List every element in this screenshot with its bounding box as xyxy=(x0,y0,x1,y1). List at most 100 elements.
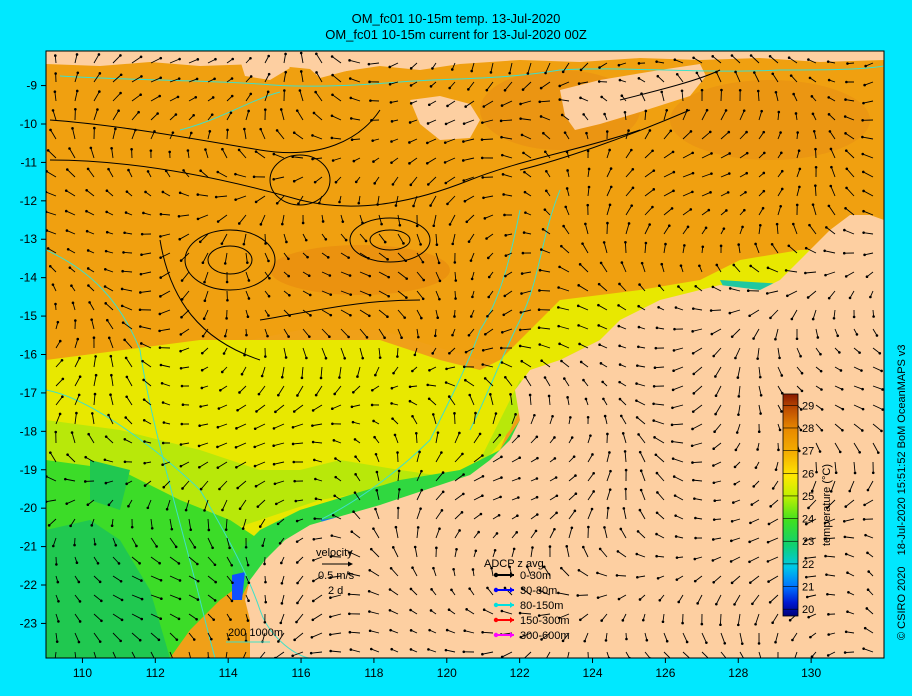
current-arrow-head xyxy=(249,92,253,96)
current-arrow-head xyxy=(637,345,640,349)
current-arrow-head xyxy=(799,428,803,432)
current-arrow xyxy=(600,262,608,273)
current-arrow-head xyxy=(420,316,423,320)
current-arrow-head xyxy=(635,382,638,385)
current-arrow xyxy=(207,58,216,64)
current-arrow xyxy=(619,398,627,406)
current-arrow-head xyxy=(561,70,565,74)
current-arrow xyxy=(549,495,558,501)
current-arrow-head xyxy=(295,620,298,624)
current-arrow-head xyxy=(51,283,55,286)
current-arrow-head xyxy=(693,497,696,500)
current-arrow-head xyxy=(606,221,609,225)
current-arrow xyxy=(226,129,228,140)
current-arrow xyxy=(315,385,323,396)
current-arrow xyxy=(808,613,817,618)
current-arrow-head xyxy=(677,285,680,288)
current-arrow-head xyxy=(277,393,280,397)
current-arrow-head xyxy=(767,522,771,526)
current-arrow xyxy=(334,385,342,395)
y-tick-label: -11 xyxy=(21,155,38,169)
current-arrow-head xyxy=(411,414,414,418)
current-arrow-head xyxy=(462,179,466,182)
adcp-legend-arrowhead xyxy=(510,572,514,578)
current-arrow xyxy=(501,136,513,140)
current-arrow-head xyxy=(531,546,534,549)
current-arrow-head xyxy=(214,195,218,199)
current-arrow xyxy=(350,97,361,102)
current-arrow-head xyxy=(119,639,122,643)
current-arrow xyxy=(410,176,418,186)
current-arrow-head xyxy=(779,131,782,134)
current-arrow-head xyxy=(759,412,762,415)
current-arrow xyxy=(805,271,817,274)
current-arrow-head xyxy=(445,367,448,371)
current-arrow-head xyxy=(654,346,658,350)
current-arrow xyxy=(863,232,874,235)
current-arrow xyxy=(834,423,843,431)
current-arrow xyxy=(561,114,570,121)
current-arrow-head xyxy=(64,209,68,213)
current-arrow-head xyxy=(87,284,90,287)
current-arrow-head xyxy=(246,315,250,318)
current-arrow xyxy=(375,454,380,463)
current-arrow xyxy=(539,344,551,349)
current-arrow-head xyxy=(619,414,623,418)
current-arrow xyxy=(463,157,475,161)
current-arrow xyxy=(395,195,399,206)
current-arrow-head xyxy=(756,357,759,360)
current-arrow-head xyxy=(293,638,296,642)
current-arrow xyxy=(320,366,323,378)
current-arrow xyxy=(312,404,323,411)
current-arrow-head xyxy=(482,105,486,108)
current-arrow xyxy=(264,55,270,64)
current-arrow xyxy=(808,59,817,64)
current-arrow xyxy=(311,651,323,654)
current-arrow xyxy=(188,575,199,582)
current-arrow-head xyxy=(599,362,603,365)
current-arrow-head xyxy=(553,457,557,460)
current-arrow xyxy=(74,413,77,425)
current-arrow xyxy=(549,529,555,539)
current-arrow-head xyxy=(861,135,864,139)
current-arrow xyxy=(413,195,418,207)
current-arrow-head xyxy=(664,242,667,246)
current-arrow xyxy=(74,632,80,643)
current-arrow-head xyxy=(373,435,376,439)
current-arrow-head xyxy=(349,96,353,100)
current-arrow-head xyxy=(823,249,826,253)
current-arrow-head xyxy=(241,527,245,530)
current-arrow-head xyxy=(695,71,699,75)
current-arrow-head xyxy=(709,191,712,194)
current-arrow-head xyxy=(86,249,90,252)
current-arrow-head xyxy=(56,320,60,324)
current-arrow-head xyxy=(140,617,144,621)
current-arrow xyxy=(565,206,570,216)
current-arrow-head xyxy=(693,579,697,583)
current-arrow-head xyxy=(558,84,562,88)
current-arrow-head xyxy=(589,434,592,437)
current-arrow-head xyxy=(444,381,448,384)
current-arrow-head xyxy=(658,284,661,287)
current-arrow xyxy=(530,547,533,558)
current-arrow-head xyxy=(367,62,371,66)
current-arrow xyxy=(372,385,380,391)
colorbar-scale xyxy=(782,393,799,617)
current-arrow-head xyxy=(49,451,52,454)
current-arrow-head xyxy=(390,140,393,143)
current-arrow xyxy=(74,54,78,64)
current-arrow xyxy=(93,109,98,121)
current-arrow-head xyxy=(586,149,590,153)
current-arrow xyxy=(863,100,874,104)
current-arrow-head xyxy=(143,440,146,443)
current-arrow-head xyxy=(397,469,401,473)
current-arrow-head xyxy=(257,658,260,661)
current-arrow xyxy=(492,496,501,501)
current-arrow xyxy=(720,651,727,658)
current-arrow xyxy=(549,416,553,425)
current-arrow-head xyxy=(75,661,78,664)
current-arrow-head xyxy=(521,587,524,591)
current-arrow-head xyxy=(774,90,778,94)
current-arrow-head xyxy=(411,369,414,373)
current-arrow-head xyxy=(618,282,621,286)
